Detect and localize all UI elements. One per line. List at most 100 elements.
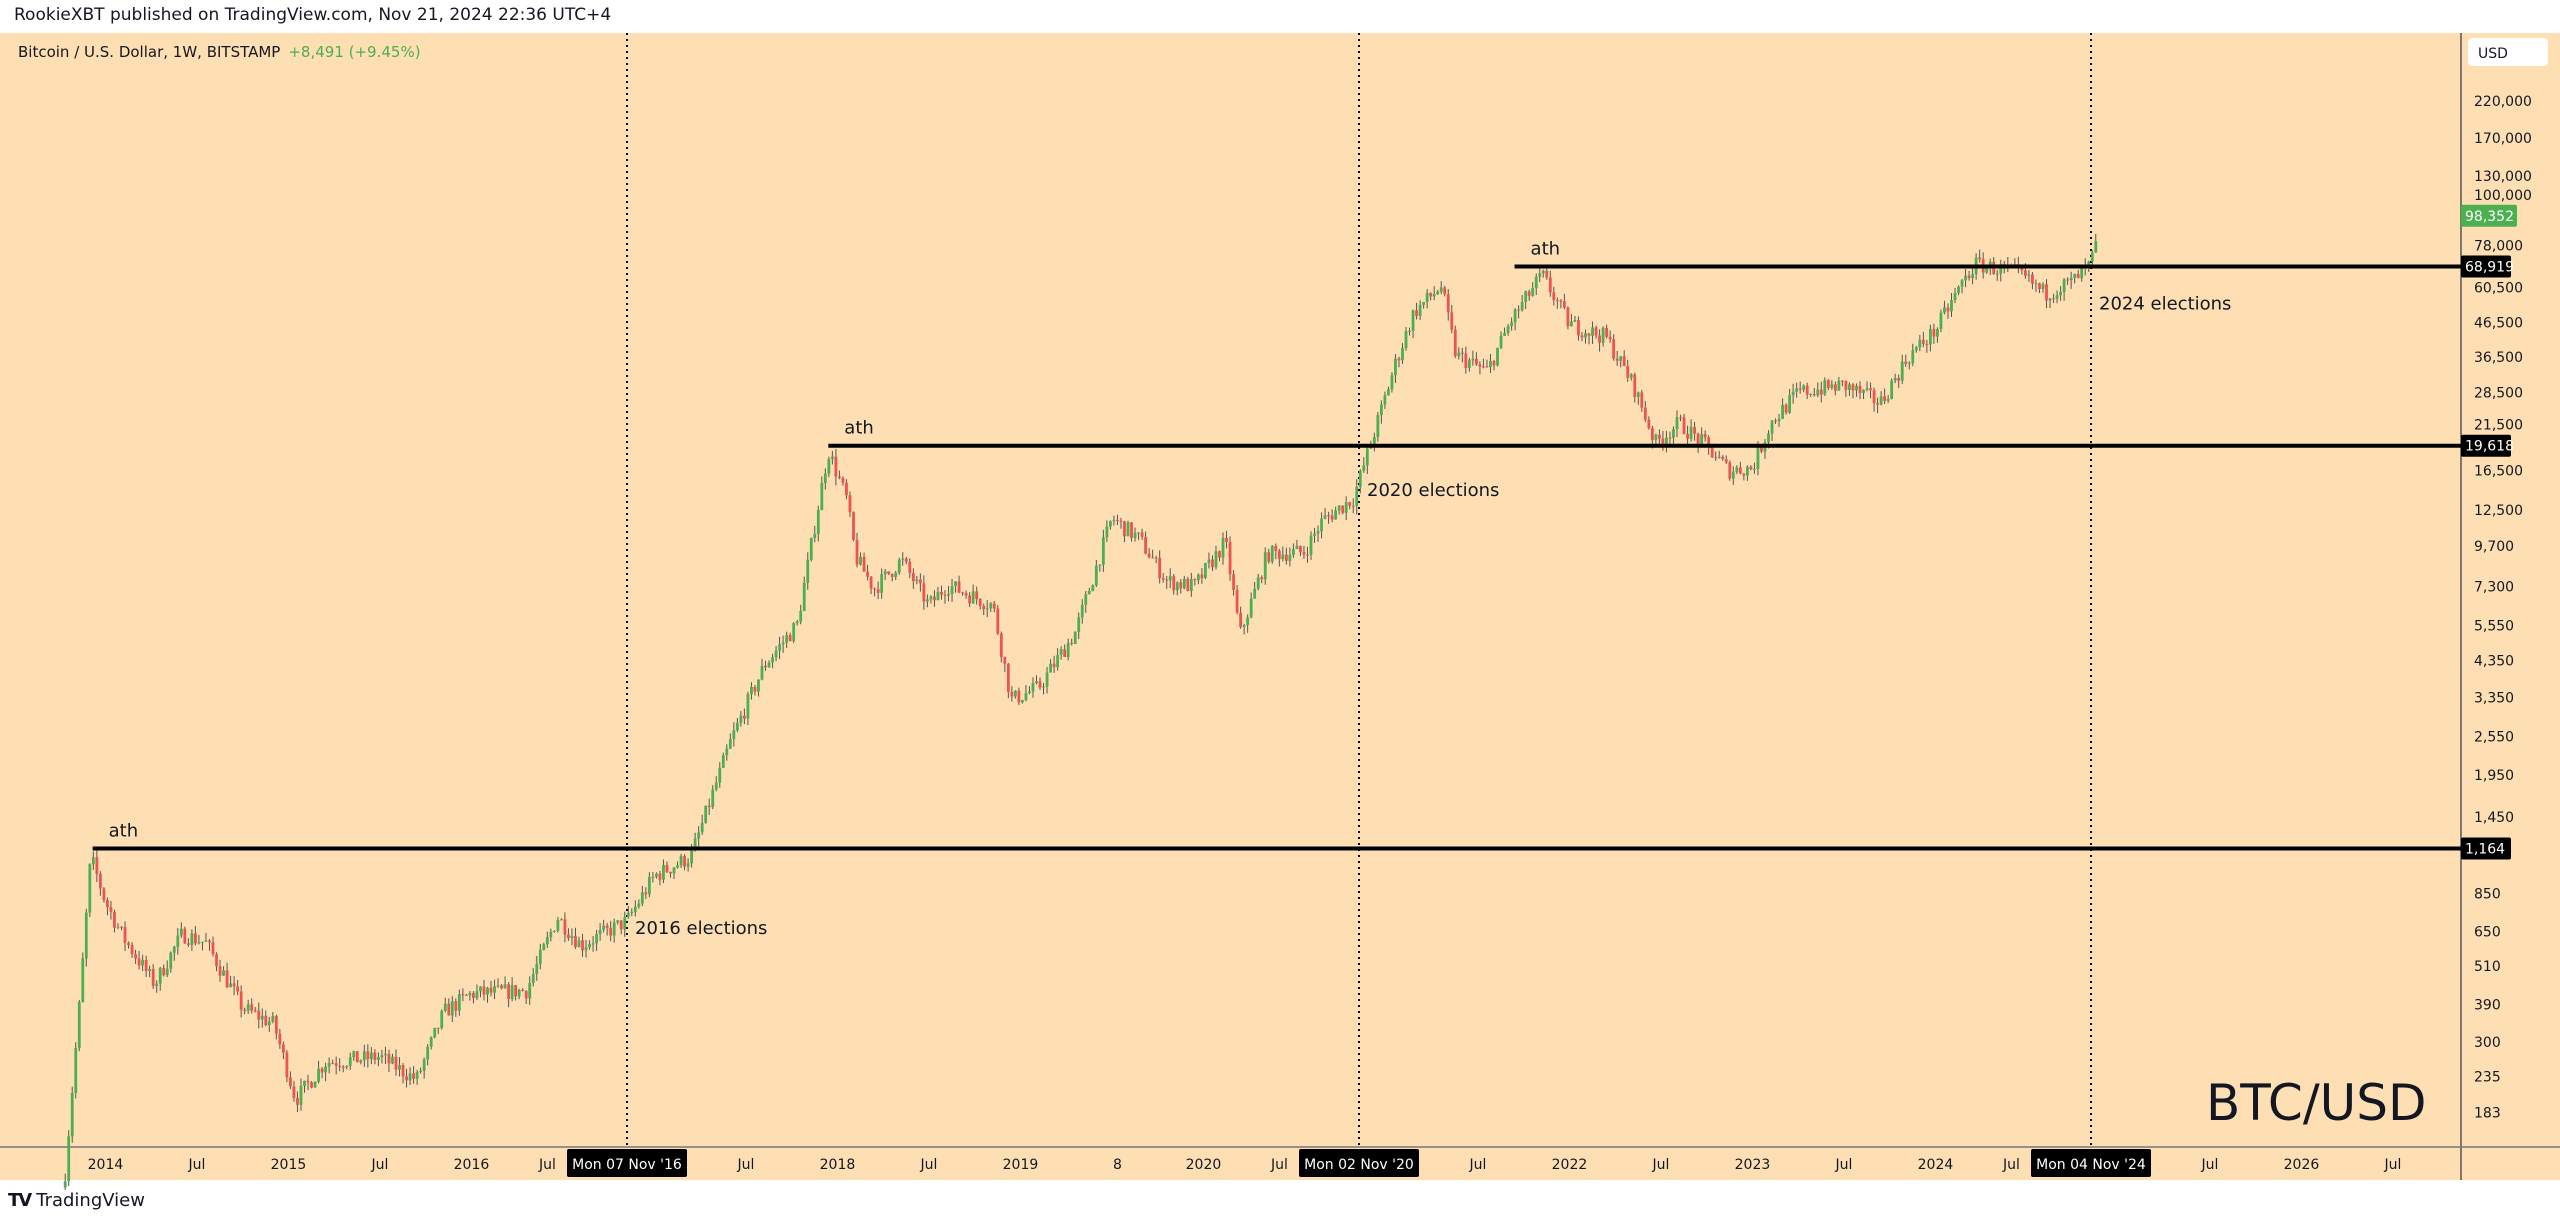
candle — [267, 1017, 271, 1032]
candle — [1819, 381, 1823, 403]
candle — [1028, 686, 1031, 695]
level-price-label: 1,164 — [2465, 841, 2505, 857]
candle-body — [1376, 415, 1380, 437]
candle — [1587, 333, 1591, 345]
marker-date-badge — [567, 1149, 687, 1177]
candle-body — [324, 1066, 328, 1073]
candle-body — [1531, 288, 1535, 296]
candle — [1376, 411, 1380, 442]
candle — [1781, 398, 1784, 420]
candle — [926, 594, 929, 608]
candle — [1242, 623, 1246, 635]
candle — [774, 646, 778, 662]
candle — [246, 999, 250, 1014]
candle-body — [802, 582, 806, 612]
candle-body — [771, 657, 774, 663]
candle-body — [134, 954, 137, 959]
candle-body — [281, 1044, 285, 1053]
candle-body — [1401, 348, 1404, 361]
candle — [341, 1065, 345, 1073]
candle — [1316, 525, 1320, 542]
candle — [1717, 450, 1721, 459]
candle — [1042, 682, 1045, 695]
candle — [422, 1057, 426, 1079]
candle — [1503, 327, 1506, 336]
candle-body — [1999, 263, 2003, 274]
candle-body — [1893, 378, 1897, 381]
candle — [1239, 606, 1243, 629]
candle-body — [2076, 273, 2080, 279]
candle-body — [1745, 466, 1749, 476]
candle — [1531, 282, 1535, 297]
price-tick-label: 130,000 — [2474, 169, 2532, 185]
candle-body — [1362, 465, 1366, 471]
candle-body — [1612, 339, 1616, 359]
candle-body — [74, 1047, 78, 1093]
candle-body — [338, 1065, 342, 1067]
candle-body — [985, 608, 989, 610]
candle-body — [1411, 310, 1415, 331]
candle-body — [1735, 467, 1739, 472]
candle — [1978, 249, 1982, 263]
candle-body — [1658, 434, 1661, 439]
candle — [1918, 334, 1922, 352]
candle — [1601, 326, 1605, 347]
candle-body — [1443, 287, 1447, 295]
candle-body — [591, 943, 595, 945]
candle — [732, 722, 736, 747]
candle — [531, 968, 535, 987]
candle — [324, 1062, 328, 1082]
candle-body — [823, 473, 827, 484]
candle — [711, 785, 715, 810]
candle-body — [1777, 418, 1781, 422]
time-tick-label: 2016 — [454, 1157, 490, 1173]
candle — [1960, 278, 1964, 294]
candle-body — [1179, 582, 1183, 589]
time-tick-label: 2024 — [1918, 1157, 1954, 1173]
candle-body — [331, 1063, 335, 1065]
candle — [1327, 511, 1330, 524]
candle — [1643, 401, 1647, 423]
candle-body — [1341, 505, 1345, 513]
candle — [1348, 501, 1352, 510]
candle — [940, 585, 943, 600]
price-tick-label: 3,350 — [2474, 691, 2514, 707]
candle-body — [334, 1063, 338, 1066]
candle-body — [1080, 604, 1084, 618]
tradingview-footer[interactable]: TV TradingView — [8, 1190, 145, 1211]
candle-body — [1379, 404, 1383, 416]
candle-body — [644, 892, 648, 895]
candle-body — [1168, 576, 1172, 581]
candle — [633, 900, 637, 917]
candle — [1024, 685, 1028, 702]
candle — [1953, 287, 1957, 304]
candle — [1059, 646, 1063, 660]
candle-body — [1921, 339, 1925, 345]
price-tick-label: 183 — [2474, 1105, 2501, 1121]
candle-body — [859, 556, 862, 565]
candle-body — [1573, 320, 1577, 322]
currency-button[interactable]: USD — [2468, 38, 2548, 66]
price-change: +8,491 (+9.45%) — [288, 43, 420, 61]
candle-body — [1788, 395, 1792, 413]
candle — [1091, 584, 1095, 592]
candle — [1355, 479, 1359, 515]
candle — [1211, 555, 1214, 572]
candle — [619, 920, 623, 935]
candle — [461, 988, 465, 1002]
candle — [753, 684, 757, 696]
time-tick-label: Jul — [2383, 1157, 2401, 1173]
candle — [239, 985, 243, 1018]
candle — [1682, 413, 1686, 435]
candle — [1401, 343, 1404, 364]
candle-body — [1643, 407, 1647, 420]
candle — [440, 1009, 444, 1030]
candle — [552, 930, 556, 933]
candle — [746, 691, 750, 725]
candle-body — [1876, 403, 1879, 405]
candle — [1517, 305, 1521, 319]
candle — [560, 918, 563, 921]
candle-body — [496, 985, 500, 987]
candle-body — [792, 623, 796, 642]
